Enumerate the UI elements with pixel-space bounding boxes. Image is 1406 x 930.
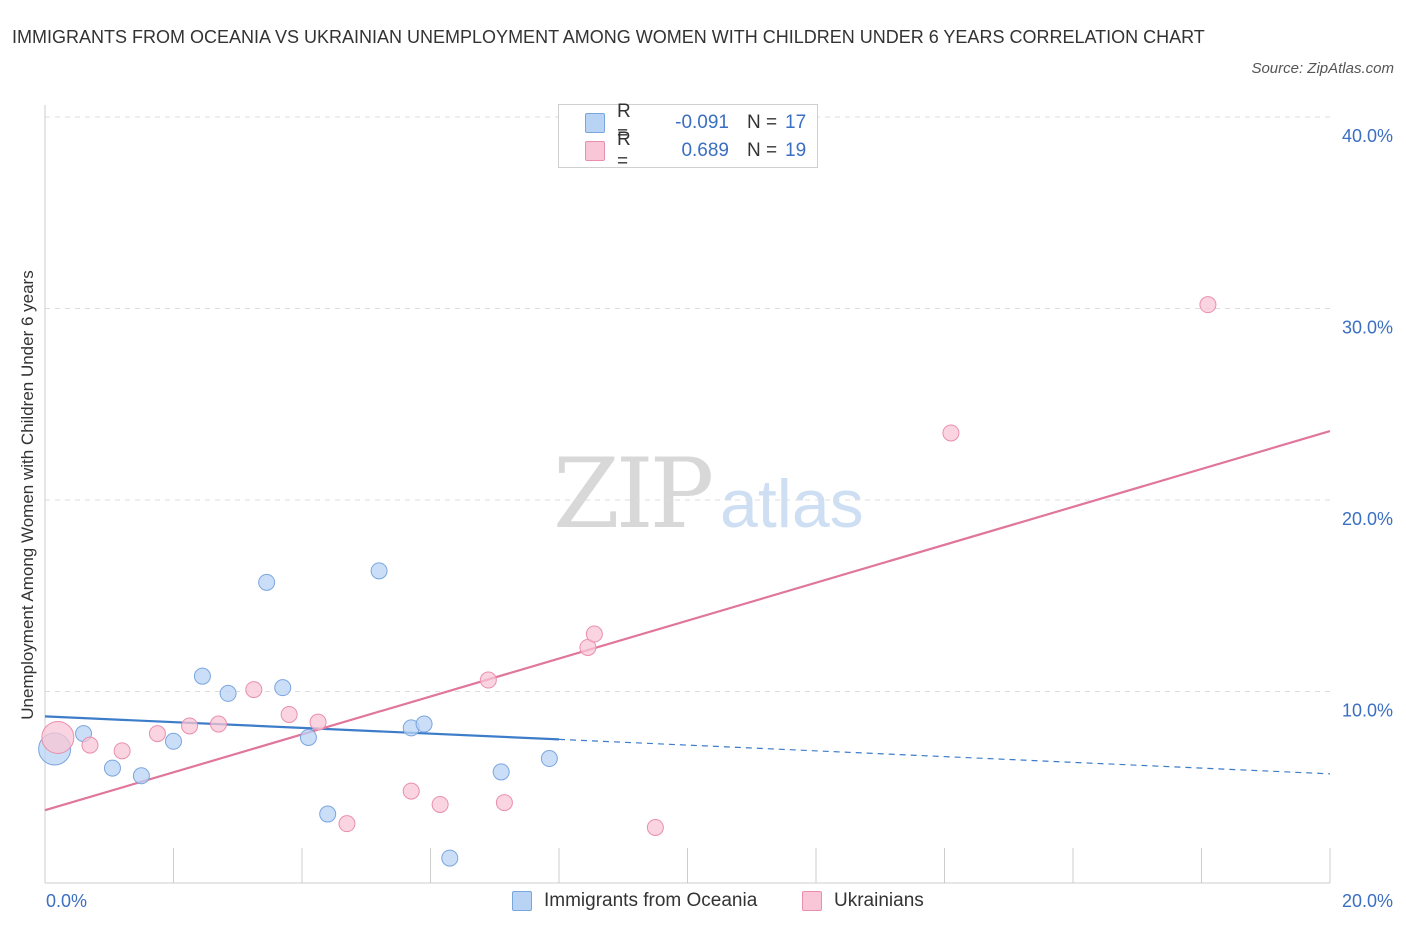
- y-tick-label: 10.0%: [1342, 701, 1393, 721]
- point-ukrainians: [646, 818, 664, 836]
- point-oceania: [103, 759, 121, 777]
- n-label: N =: [747, 112, 778, 133]
- y-tick-label: 20.0%: [1342, 509, 1393, 529]
- r-label: R =: [617, 129, 631, 172]
- point-ukrainians: [181, 717, 199, 735]
- r-value: -0.091: [675, 112, 729, 133]
- x-tick-label: 20.0%: [1342, 891, 1393, 911]
- point-ukrainians: [338, 815, 356, 833]
- legend-swatch-blue: [512, 891, 532, 911]
- point-ukrainians: [479, 671, 497, 689]
- r-value: 0.689: [681, 140, 729, 161]
- chart-title: IMMIGRANTS FROM OCEANIA VS UKRAINIAN UNE…: [12, 27, 1205, 47]
- point-ukrainians: [81, 736, 99, 754]
- point-ukrainians: [209, 715, 227, 733]
- trend-line-oceania-extension: [558, 738, 1331, 775]
- point-ukrainians: [1199, 296, 1217, 314]
- watermark-zip: ZIP: [553, 438, 714, 550]
- point-oceania: [132, 767, 150, 785]
- legend-swatch-blue: [585, 113, 605, 133]
- point-ukrainians: [585, 625, 603, 643]
- point-oceania: [370, 562, 388, 580]
- n-label: N =: [747, 140, 778, 161]
- point-ukrainians: [309, 713, 327, 731]
- point-oceania: [165, 732, 182, 750]
- point-oceania: [441, 849, 459, 867]
- point-oceania: [319, 805, 337, 823]
- legend-label-ukrainians: Ukrainians: [834, 890, 924, 911]
- y-tick-label: 40.0%: [1342, 126, 1393, 146]
- trend-line-ukrainians: [44, 430, 1331, 812]
- legend-swatch-pink: [585, 141, 605, 161]
- point-ukrainians: [942, 424, 960, 442]
- point-oceania: [193, 667, 211, 685]
- source-label: Source: ZipAtlas.com: [1251, 60, 1394, 77]
- correlation-legend: R = -0.091 N = 17 R = 0.689 N = 19: [558, 101, 818, 172]
- point-ukrainians: [245, 681, 263, 699]
- r-label: R =: [617, 101, 631, 144]
- legend-label-oceania: Immigrants from Oceania: [544, 890, 758, 911]
- y-axis-label: Unemployment Among Women with Children U…: [18, 270, 37, 720]
- point-ukrainians: [495, 794, 513, 812]
- point-ukrainians: [148, 725, 166, 743]
- legend-row-oceania: R = -0.091 N = 17: [585, 101, 807, 144]
- n-value: 19: [785, 140, 807, 161]
- bottom-legend-ukrainians: Ukrainians: [802, 890, 924, 912]
- point-oceania: [415, 715, 433, 733]
- watermark-atlas: atlas: [720, 466, 864, 542]
- point-oceania: [258, 573, 276, 591]
- point-oceania: [492, 763, 510, 781]
- trend-line-oceania: [44, 715, 560, 741]
- y-tick-label: 30.0%: [1342, 318, 1393, 338]
- legend-swatch-pink: [802, 891, 822, 911]
- point-ukrainians: [431, 795, 449, 813]
- point-oceania: [274, 679, 292, 697]
- point-oceania: [540, 750, 558, 768]
- point-ukrainians: [41, 720, 75, 754]
- point-oceania: [299, 728, 317, 746]
- legend-row-ukrainians: R = 0.689 N = 19: [585, 129, 807, 172]
- n-value: 17: [785, 112, 807, 133]
- x-tick-label: 0.0%: [46, 891, 87, 911]
- point-ukrainians: [280, 705, 298, 723]
- point-ukrainians: [402, 782, 420, 800]
- bottom-legend-oceania: Immigrants from Oceania: [512, 890, 757, 912]
- point-ukrainians: [113, 742, 131, 760]
- point-oceania: [219, 684, 237, 702]
